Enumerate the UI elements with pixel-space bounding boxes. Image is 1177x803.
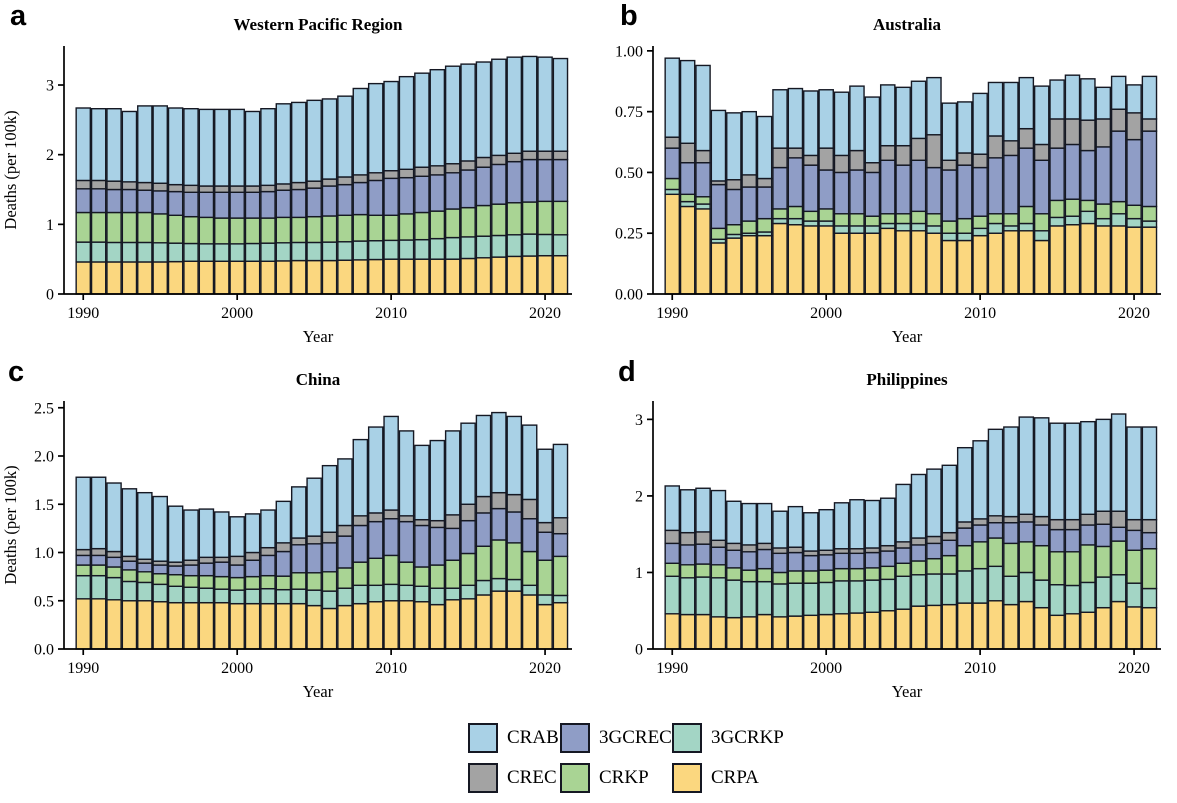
svg-text:2010: 2010	[964, 305, 996, 322]
panel-letter-b: b	[620, 0, 638, 32]
legend-label-crab: CRAB	[507, 727, 559, 748]
legend-item-3gcrec: 3GCREC	[560, 723, 672, 753]
svg-text:2000: 2000	[221, 305, 253, 322]
svg-text:1.5: 1.5	[34, 497, 54, 514]
svg-text:2010: 2010	[964, 660, 996, 677]
legend-label-crpa: CRPA	[711, 767, 759, 788]
svg-text:0.50: 0.50	[615, 165, 643, 182]
chart-panel-b: 0.00 0.25 0.50 0.75 1.00 1990 2000 2010 2020 Aust…	[589, 0, 1177, 350]
chart-panel-c: 0.0 0.5 1.0 1.5 2.0 2.5 1990 2000 2010 2020 China Y…	[0, 355, 588, 705]
stacked-bar-chart-b: 0.00 0.25 0.50 0.75 1.00 1990 2000 2010 2020 Aust…	[615, 15, 1161, 346]
legend-swatch-crkp	[560, 763, 590, 793]
svg-text:Year: Year	[303, 682, 334, 701]
svg-text:0.5: 0.5	[34, 593, 54, 610]
legend-item-crab: CRAB	[468, 723, 560, 753]
stacked-bar-chart-a: 0 1 2 3 1990 2000 2010 2020 Western Pacific Regi…	[1, 15, 572, 346]
svg-text:1.0: 1.0	[34, 545, 54, 562]
svg-text:Australia: Australia	[873, 15, 942, 34]
chart-panel-a: 0 1 2 3 1990 2000 2010 2020 Western Pacific Regi…	[0, 0, 588, 350]
svg-text:2: 2	[46, 147, 54, 164]
svg-text:1990: 1990	[656, 305, 688, 322]
svg-text:3: 3	[635, 412, 643, 429]
chart-panel-d: 0 1 2 3 1990 2000 2010 2020 Philippines Year	[589, 355, 1177, 705]
svg-text:2020: 2020	[529, 660, 561, 677]
svg-text:1990: 1990	[67, 660, 99, 677]
legend: CRAB 3GCREC 3GCRKP CREC CRKP CRPA	[468, 723, 812, 793]
svg-text:2020: 2020	[529, 305, 561, 322]
svg-text:0.0: 0.0	[34, 642, 54, 659]
legend-item-crkp: CRKP	[560, 763, 672, 793]
legend-label-crec: CREC	[507, 767, 557, 788]
svg-text:2000: 2000	[810, 305, 842, 322]
legend-swatch-3gcrkp	[672, 723, 702, 753]
svg-text:Year: Year	[303, 327, 334, 346]
panel-letter-d: d	[618, 356, 636, 388]
legend-item-crec: CREC	[468, 763, 560, 793]
svg-text:1: 1	[635, 565, 643, 582]
svg-text:China: China	[296, 370, 341, 389]
svg-text:2000: 2000	[221, 660, 253, 677]
svg-text:2010: 2010	[375, 660, 407, 677]
svg-text:Deaths (per 100k): Deaths (per 100k)	[1, 465, 20, 584]
svg-text:0.00: 0.00	[615, 287, 643, 304]
panel-letter-c: c	[8, 356, 25, 388]
svg-text:2000: 2000	[810, 660, 842, 677]
svg-text:2020: 2020	[1118, 305, 1150, 322]
stacked-bar-chart-d: 0 1 2 3 1990 2000 2010 2020 Philippines Year	[635, 370, 1161, 701]
legend-item-crpa: CRPA	[672, 763, 812, 793]
legend-label-3gcrec: 3GCREC	[599, 727, 672, 748]
legend-label-3gcrkp: 3GCRKP	[711, 727, 784, 748]
svg-text:2.5: 2.5	[34, 400, 54, 417]
svg-text:0.25: 0.25	[615, 226, 643, 243]
svg-text:1: 1	[46, 217, 54, 234]
svg-text:0: 0	[635, 642, 643, 659]
panel-letter-a: a	[10, 0, 27, 32]
svg-text:1990: 1990	[656, 660, 688, 677]
svg-text:Year: Year	[892, 327, 923, 346]
svg-text:Deaths (per 100k): Deaths (per 100k)	[1, 110, 20, 229]
svg-text:Western Pacific Region: Western Pacific Region	[233, 15, 403, 34]
svg-text:Philippines: Philippines	[866, 370, 948, 389]
legend-swatch-crec	[468, 763, 498, 793]
svg-text:Year: Year	[892, 682, 923, 701]
legend-item-3gcrkp: 3GCRKP	[672, 723, 812, 753]
svg-text:0.75: 0.75	[615, 104, 643, 121]
svg-text:2: 2	[635, 488, 643, 505]
svg-text:1.00: 1.00	[615, 43, 643, 60]
legend-swatch-crab	[468, 723, 498, 753]
legend-swatch-3gcrec	[560, 723, 590, 753]
legend-swatch-crpa	[672, 763, 702, 793]
stacked-bar-chart-c: 0.0 0.5 1.0 1.5 2.0 2.5 1990 2000 2010 2020 China Y…	[1, 370, 572, 701]
svg-text:1990: 1990	[67, 305, 99, 322]
svg-text:3: 3	[46, 78, 54, 95]
svg-text:2010: 2010	[375, 305, 407, 322]
svg-text:2.0: 2.0	[34, 449, 54, 466]
legend-label-crkp: CRKP	[599, 767, 649, 788]
svg-text:2020: 2020	[1118, 660, 1150, 677]
svg-text:0: 0	[46, 287, 54, 304]
